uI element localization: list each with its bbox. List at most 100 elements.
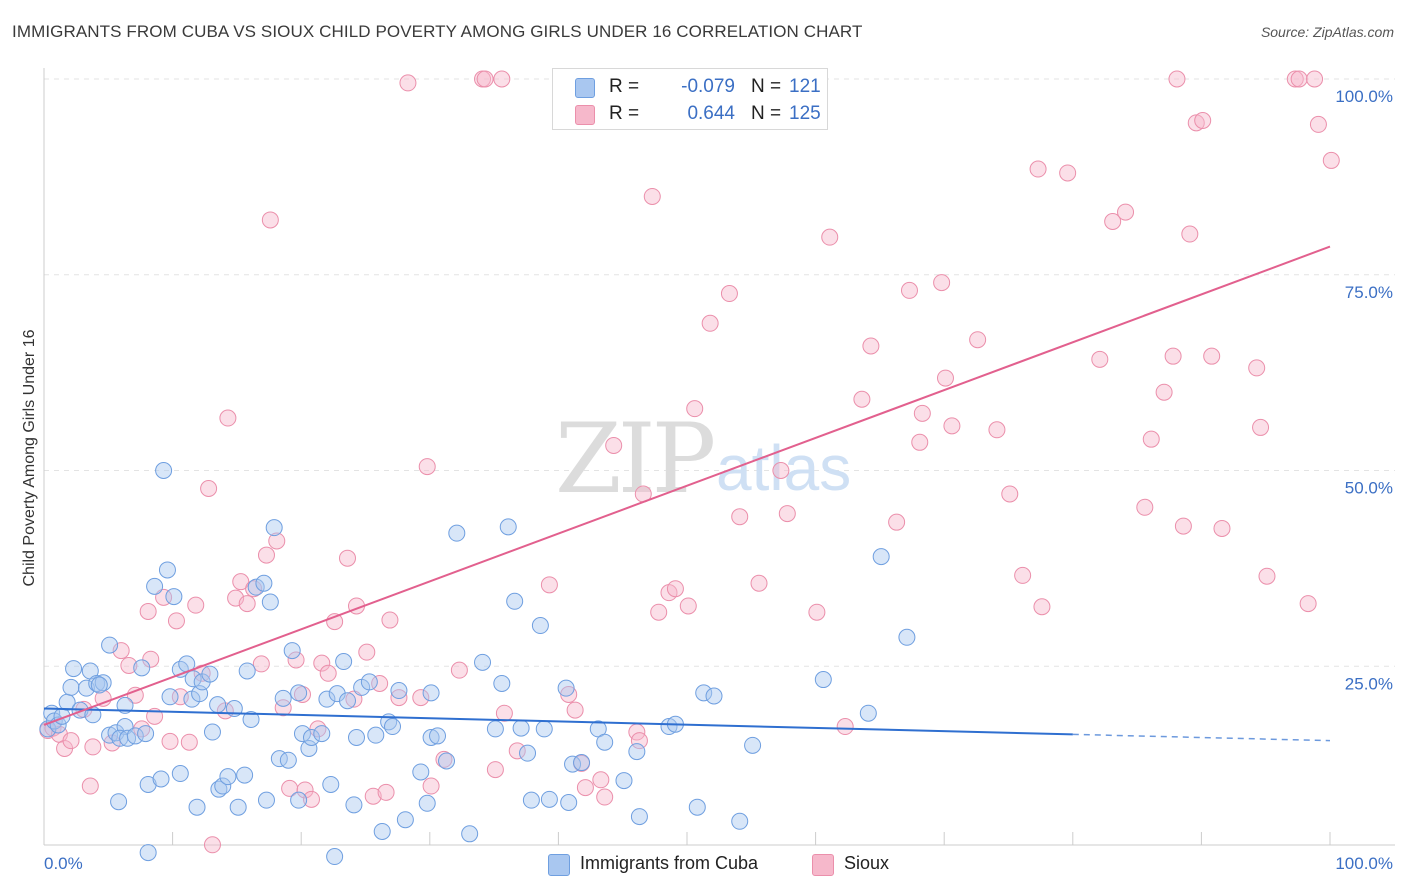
- cuba-point: [522, 791, 540, 809]
- sioux-point: [508, 742, 526, 760]
- sioux-point: [203, 836, 221, 854]
- cuba-point: [898, 628, 916, 646]
- sioux-point: [1194, 111, 1212, 129]
- sioux-point: [1174, 517, 1192, 535]
- sioux-point: [338, 549, 356, 567]
- sioux-point: [969, 331, 987, 349]
- cuba-point: [461, 825, 479, 843]
- cuba-point: [62, 678, 80, 696]
- cuba-swatch: [548, 854, 570, 876]
- cuba-point: [486, 720, 504, 738]
- sioux-point: [1252, 418, 1270, 436]
- cuba-point: [155, 462, 173, 479]
- sioux-point: [731, 508, 749, 526]
- cuba-point: [422, 729, 440, 747]
- trend-lines: [43, 245, 1331, 742]
- n-value: 125: [789, 103, 821, 124]
- cuba-points: [39, 462, 916, 866]
- y-tick-labels: 100.0% 75.0% 50.0% 25.0%: [1335, 87, 1393, 693]
- cuba-point: [302, 729, 320, 747]
- cuba-point: [283, 642, 301, 660]
- sioux-point: [1117, 203, 1135, 221]
- cuba-point: [290, 684, 308, 702]
- cuba-point: [265, 519, 283, 537]
- cuba-point: [261, 593, 279, 611]
- cuba-point: [219, 768, 237, 786]
- cuba-point: [519, 744, 537, 762]
- sioux-point: [576, 779, 594, 797]
- sioux-point: [358, 643, 376, 661]
- sioux-point: [1258, 567, 1276, 585]
- sioux-point: [1187, 114, 1205, 132]
- n-label: N =: [751, 76, 782, 97]
- cuba-point: [328, 685, 346, 703]
- sioux-point: [238, 595, 256, 613]
- cuba-point: [293, 725, 311, 743]
- cuba-point: [242, 710, 260, 728]
- y-tick-label: 25.0%: [1345, 674, 1393, 693]
- sioux-point: [596, 788, 614, 806]
- sioux-point: [1248, 359, 1266, 377]
- cuba-point: [214, 777, 232, 795]
- sioux-point: [313, 654, 331, 672]
- cuba-point: [326, 848, 344, 866]
- cuba-trend-extension: [1072, 733, 1331, 742]
- cuba-point: [335, 653, 353, 671]
- cuba-point: [596, 733, 614, 751]
- cuba-point: [429, 727, 447, 745]
- sioux-point: [701, 314, 719, 332]
- sioux-point: [120, 656, 138, 674]
- cuba-point: [247, 578, 265, 596]
- cuba-point: [209, 696, 227, 714]
- sioux-point: [495, 704, 513, 722]
- sioux-point: [200, 480, 218, 498]
- cuba-point: [493, 674, 511, 692]
- sioux-point: [232, 573, 250, 591]
- sioux-point: [1155, 383, 1173, 401]
- sioux-point: [772, 462, 790, 479]
- sioux-point: [1001, 485, 1019, 503]
- r-value: 0.644: [687, 103, 735, 124]
- cuba-point: [65, 660, 83, 678]
- sioux-point: [219, 409, 237, 427]
- cuba-point: [418, 794, 436, 812]
- sioux-point: [302, 790, 320, 808]
- sioux-point: [435, 750, 453, 768]
- x-tick-label: 0.0%: [44, 854, 83, 873]
- cuba-point: [345, 796, 363, 814]
- sioux-point: [540, 576, 558, 594]
- cuba-point: [322, 775, 340, 793]
- cuba-point: [313, 725, 331, 743]
- sioux-point: [274, 699, 292, 717]
- sioux-point: [1059, 164, 1077, 182]
- sioux-point: [911, 433, 929, 451]
- sioux-point: [381, 611, 399, 629]
- cuba-point: [506, 592, 524, 610]
- cuba-point: [139, 844, 157, 862]
- sioux-point: [650, 603, 668, 621]
- sioux-point: [252, 655, 270, 673]
- sioux-point: [1213, 519, 1231, 537]
- sioux-point: [943, 417, 961, 435]
- x-tick-labels: 0.0% 100.0%: [44, 854, 1393, 873]
- sioux-point: [566, 701, 584, 719]
- cuba-point: [116, 696, 134, 714]
- cuba-point: [731, 812, 749, 830]
- cuba-point: [188, 798, 206, 816]
- sioux-point: [853, 390, 871, 408]
- sioux-point: [161, 732, 179, 750]
- sioux-point: [390, 689, 408, 707]
- sioux-point: [1136, 498, 1154, 516]
- cuba-point: [201, 665, 219, 683]
- cuba-point: [373, 822, 391, 840]
- cuba-point: [396, 811, 414, 829]
- sioux-point: [988, 421, 1006, 439]
- sioux-point: [643, 187, 661, 205]
- sioux-point: [666, 580, 684, 598]
- sioux-point: [1142, 430, 1160, 448]
- sioux-point: [1014, 566, 1032, 584]
- cuba-point: [422, 684, 440, 702]
- sioux-point: [167, 612, 185, 630]
- n-label: N =: [751, 103, 782, 124]
- cuba-point: [499, 518, 517, 536]
